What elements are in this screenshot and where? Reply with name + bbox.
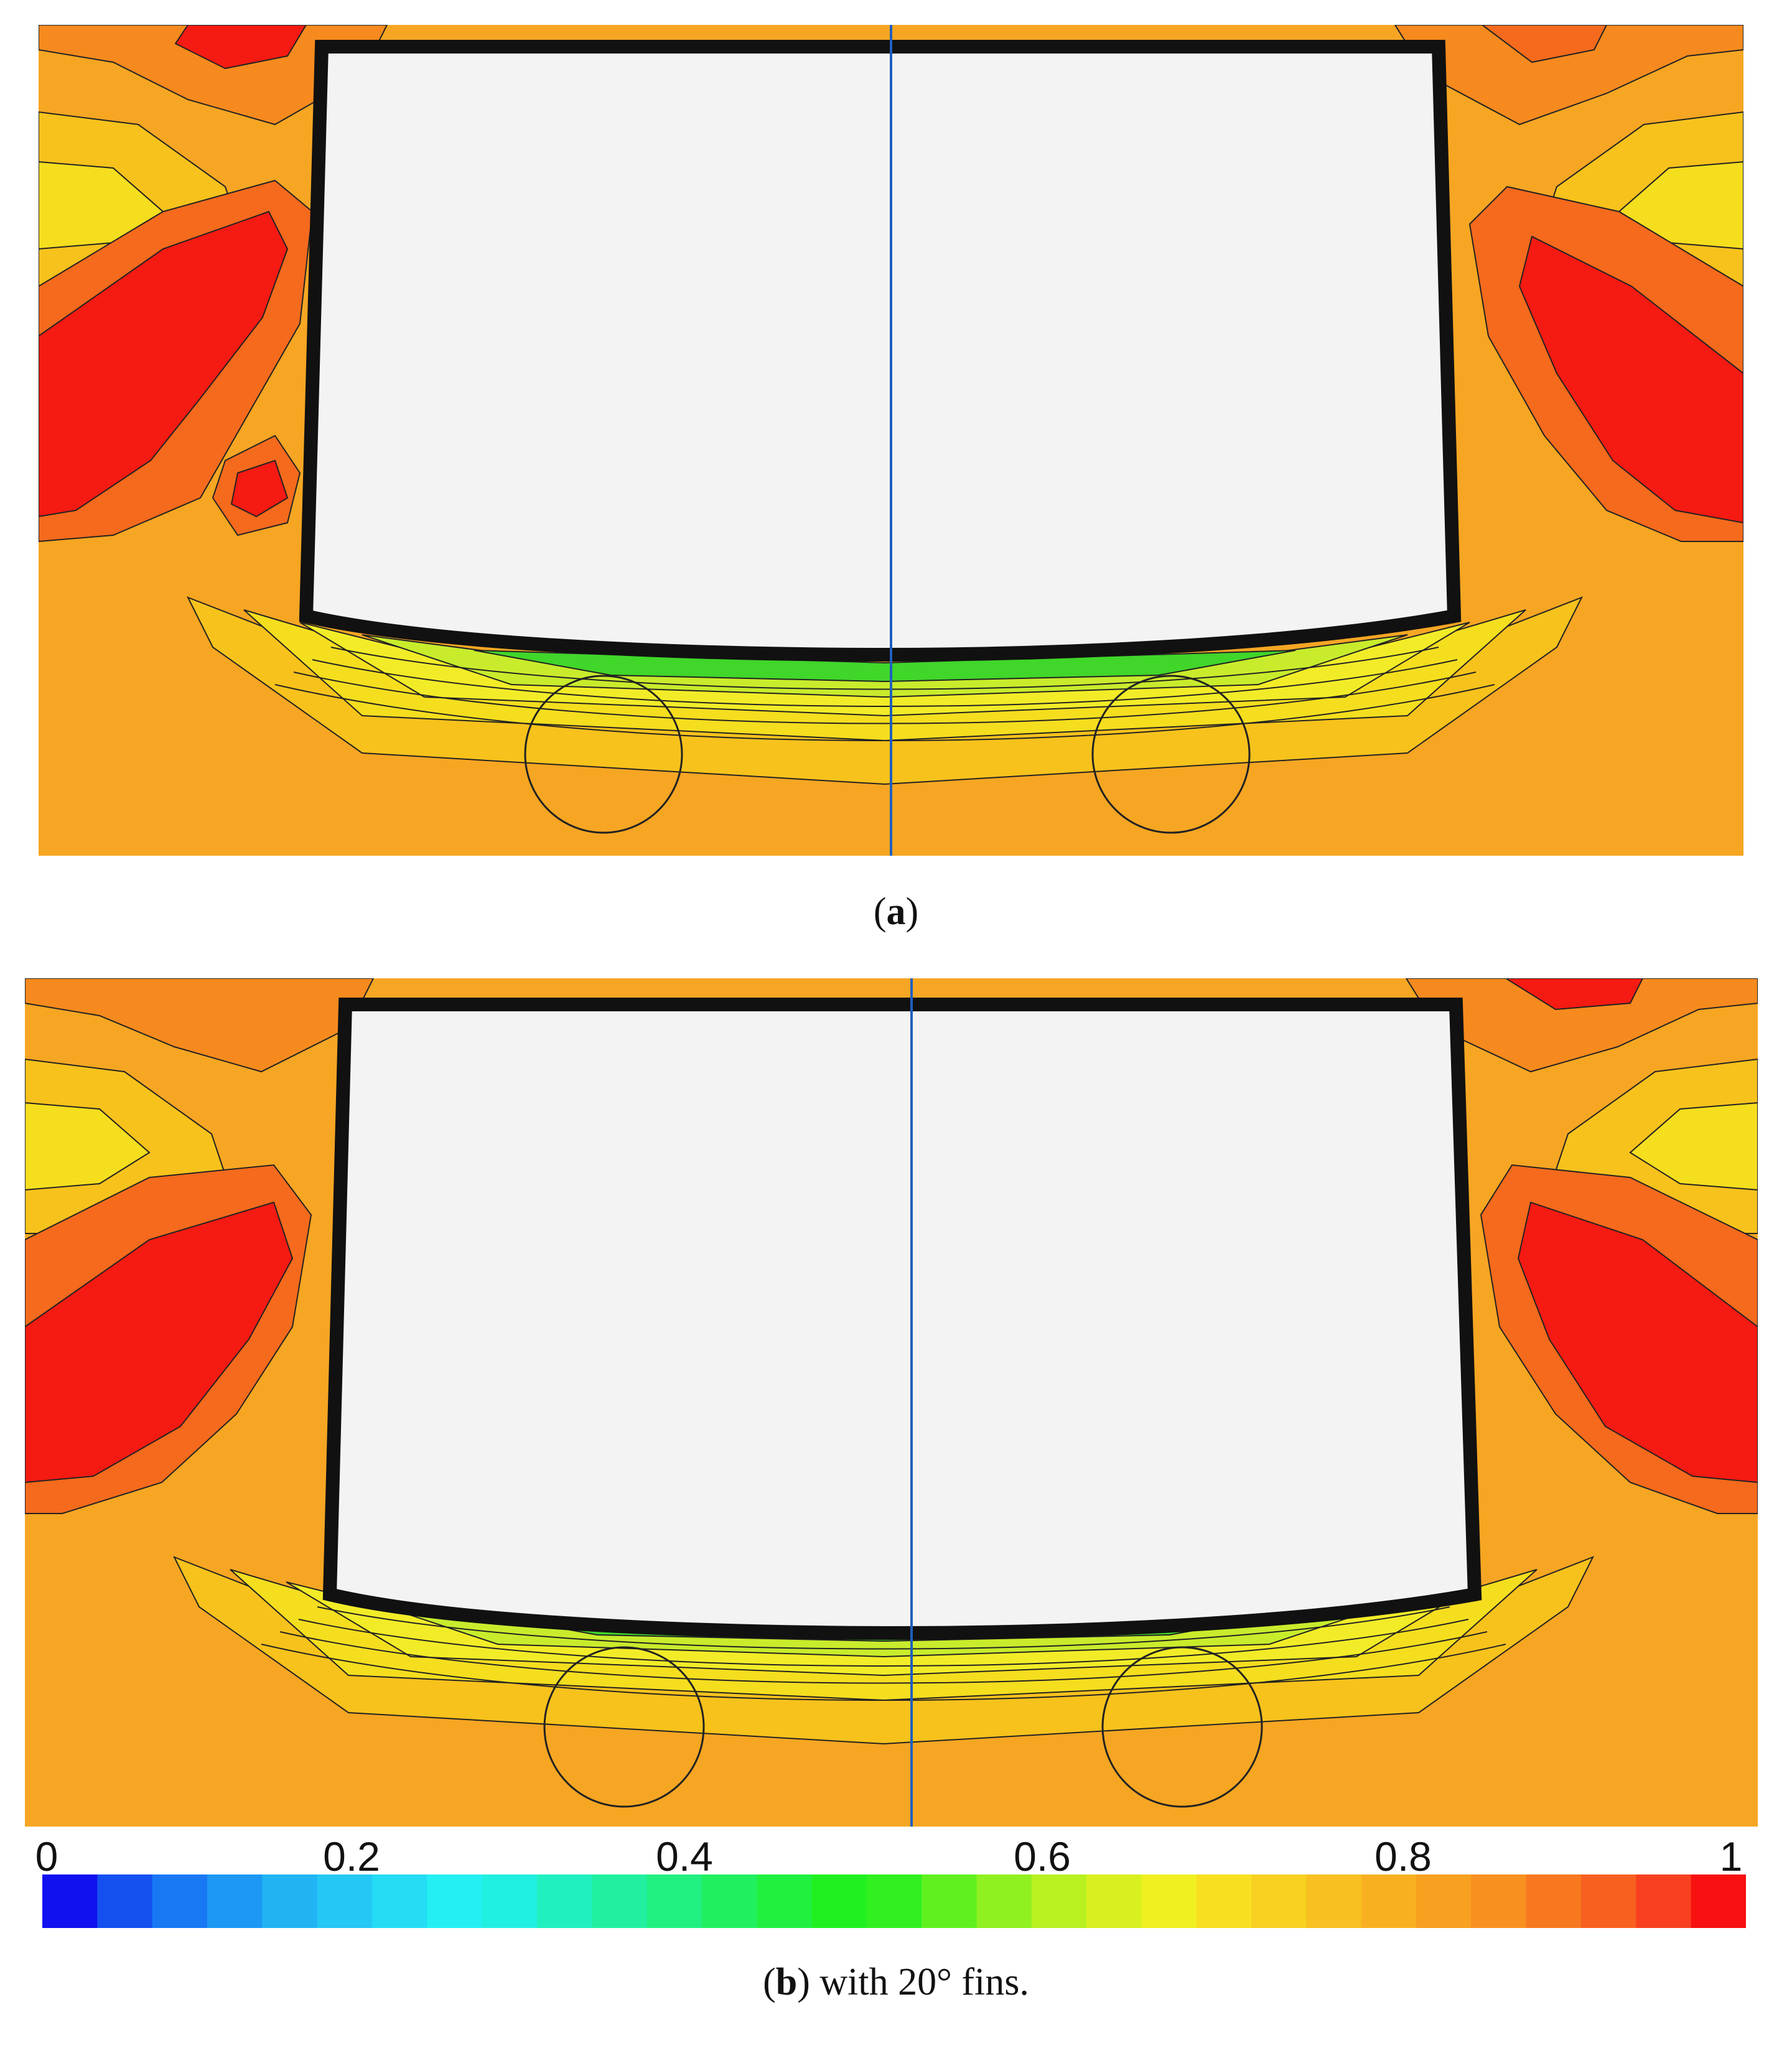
wheel-outline: [1091, 675, 1251, 834]
colorbar-swatch: [811, 1874, 867, 1928]
colorbar-swatch: [866, 1874, 922, 1928]
colorbar-swatch: [371, 1874, 427, 1928]
colorbar-swatch: [1031, 1874, 1087, 1928]
contour-region: [174, 25, 307, 70]
contour-region: [1405, 978, 1758, 1073]
colorbar-tick: 1: [1719, 1833, 1743, 1879]
colorbar-swatch: [482, 1874, 538, 1928]
colorbar: [42, 1874, 1746, 1928]
contour-panel-a: [39, 25, 1743, 856]
contour-region: [1629, 1102, 1758, 1191]
colorbar-swatch: [1141, 1874, 1197, 1928]
colorbar-swatch: [1526, 1874, 1582, 1928]
colorbar-swatch: [536, 1874, 592, 1928]
colorbar-tick: 0.8: [1374, 1833, 1432, 1879]
wheel-outline: [1101, 1646, 1263, 1808]
colorbar-tick: 0.4: [656, 1833, 713, 1879]
colorbar-swatch: [1581, 1874, 1636, 1928]
contour-region: [1505, 978, 1644, 1011]
vehicle-body: [322, 998, 1482, 1640]
colorbar-swatch: [1691, 1874, 1746, 1928]
colorbar-swatch: [1306, 1874, 1362, 1928]
colorbar-swatch: [922, 1874, 978, 1928]
contour-region: [230, 459, 289, 518]
colorbar-tick: 0.2: [323, 1833, 380, 1879]
colorbar-tick: 0.6: [1014, 1833, 1071, 1879]
colorbar-swatch: [1251, 1874, 1307, 1928]
contour-region: [39, 210, 289, 518]
contour-region: [25, 1201, 294, 1484]
colorbar-swatch: [646, 1874, 702, 1928]
caption-a: (a): [873, 891, 919, 933]
contour-region: [25, 978, 375, 1073]
contour-region: [1517, 1201, 1758, 1484]
colorbar-swatch: [1416, 1874, 1472, 1928]
contour-region: [1481, 25, 1608, 63]
colorbar-swatch: [1196, 1874, 1252, 1928]
colorbar-swatch: [42, 1874, 98, 1928]
colorbar-tick-labels: 0 0.2 0.4 0.6 0.8 1: [0, 1833, 1792, 1883]
colorbar-swatch: [1361, 1874, 1417, 1928]
colorbar-swatch: [1471, 1874, 1527, 1928]
contour-region: [474, 650, 1296, 683]
colorbar-swatch: [757, 1874, 813, 1928]
contour-region: [1518, 235, 1743, 524]
colorbar-swatch: [207, 1874, 263, 1928]
contour-plot-b: [25, 978, 1758, 1827]
caption-b: (b) with 20° fins.: [763, 1961, 1029, 2003]
colorbar-swatch: [262, 1874, 318, 1928]
colorbar-swatch: [1636, 1874, 1692, 1928]
colorbar-swatch: [701, 1874, 757, 1928]
contour-region: [25, 1102, 151, 1191]
contour-region: [1394, 25, 1743, 126]
contour-region: [39, 25, 388, 126]
colorbar-swatch: [152, 1874, 208, 1928]
colorbar-swatch: [592, 1874, 648, 1928]
colorbar-swatch: [317, 1874, 373, 1928]
wheel-outline: [543, 1646, 705, 1808]
colorbar-tick: 0: [35, 1833, 58, 1879]
vehicle-body: [299, 40, 1462, 662]
wheel-outline: [524, 675, 683, 834]
contour-plot-a: [39, 25, 1743, 856]
colorbar-swatch: [976, 1874, 1032, 1928]
contour-panel-b: [25, 978, 1758, 1827]
colorbar-swatch: [1086, 1874, 1142, 1928]
colorbar-swatch: [97, 1874, 153, 1928]
colorbar-swatch: [427, 1874, 483, 1928]
